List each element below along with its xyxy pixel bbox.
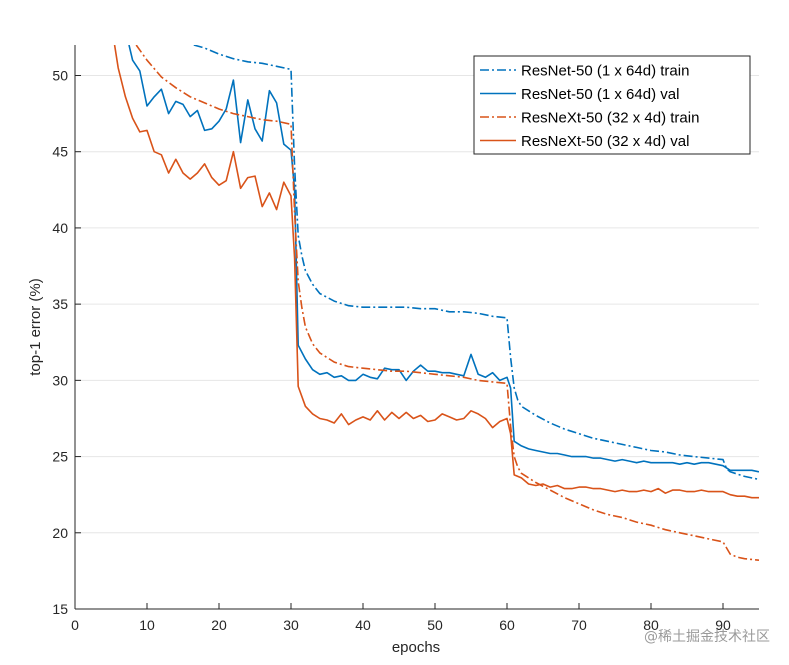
x-tick-label: 70 (571, 617, 587, 633)
y-tick-label: 35 (52, 296, 68, 312)
x-tick-label: 0 (71, 617, 79, 633)
y-tick-label: 45 (52, 144, 68, 160)
y-tick-label: 50 (52, 67, 68, 83)
tick-labels: 0 10 20 30 40 50 60 70 80 90 15 20 25 30 35 40 45 50 (52, 67, 731, 633)
x-tick-label: 10 (139, 617, 155, 633)
y-axis-label: top-1 error (%) (27, 278, 44, 376)
legend: ResNet-50 (1 x 64d) train ResNet-50 (1 x … (473, 55, 751, 155)
x-tick-label: 20 (211, 617, 227, 633)
x-tick-label: 50 (427, 617, 443, 633)
y-tick-label: 15 (52, 601, 68, 617)
x-tick-label: 60 (499, 617, 515, 633)
legend-label-4: ResNeXt-50 (32 x 4d) val (521, 133, 689, 150)
y-tick-label: 25 (52, 449, 68, 465)
y-tick-label: 40 (52, 220, 68, 236)
x-tick-label: 30 (283, 617, 299, 633)
y-tick-label: 20 (52, 525, 68, 541)
legend-label-2: ResNet-50 (1 x 64d) val (521, 86, 679, 103)
legend-box (473, 55, 751, 155)
legend-label-3: ResNeXt-50 (32 x 4d) train (521, 110, 699, 127)
x-tick-label: 40 (355, 617, 371, 633)
watermark: @稀土掘金技术社区 (644, 629, 770, 645)
y-tick-label: 30 (52, 372, 68, 388)
series-line-2 (128, 45, 759, 473)
legend-label-1: ResNet-50 (1 x 64d) train (521, 63, 689, 80)
x-tick-label: 90 (715, 617, 731, 633)
series-line-4 (113, 45, 759, 499)
grid-lines (75, 74, 759, 534)
series-line-3 (135, 45, 759, 561)
x-axis-label: epochs (392, 639, 440, 656)
x-tick-label: 80 (643, 617, 659, 633)
series-lines (113, 45, 759, 561)
axes (74, 45, 759, 610)
